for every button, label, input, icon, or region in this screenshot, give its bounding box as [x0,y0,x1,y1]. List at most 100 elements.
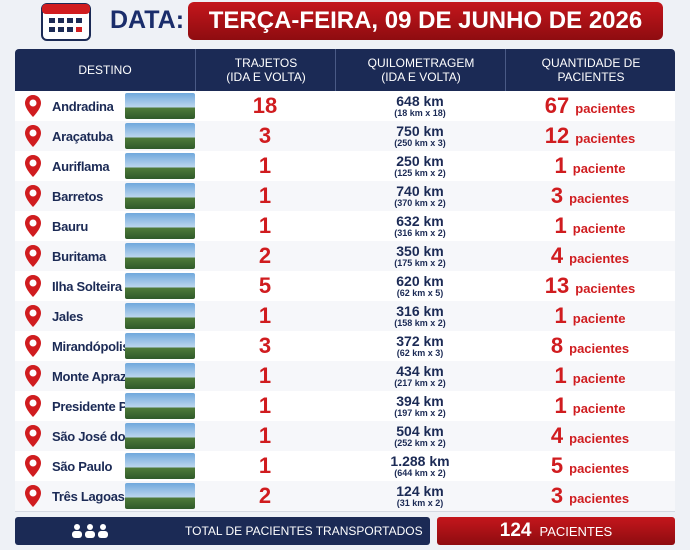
table-row: São Paulo 1 1.288 km (644 km x 2) 5 pacientes [15,451,675,482]
patients: 1 [554,363,567,388]
city-thumbnail [125,183,195,209]
patients-label: pacientes [575,280,636,296]
table-body: Andradina 18 648 km (18 km x 18) 67 pacientes… [0,91,690,516]
patients-cell: 1 paciente [505,211,675,241]
table-row: Monte Aprazível 1 434 km (217 km x 2) 1 pacie… [15,361,675,392]
trips: 5 [258,273,272,298]
km-cell: 648 km (18 km x 18) [335,91,505,121]
patients: 1 [554,153,567,178]
km-detail: (217 km x 2) [394,378,446,388]
km-total: 250 km [396,153,444,169]
trips: 1 [258,153,272,178]
city-thumbnail [125,453,195,479]
destination: Três Lagoas-MS [52,488,148,504]
patients-label: pacientes [569,340,630,356]
pin-icon [23,364,43,388]
destination: Monte Aprazível [52,368,147,384]
destination: Ilha Solteira [52,278,122,294]
pin-icon [23,454,43,478]
pin-icon [23,274,43,298]
table-row: São José do Rio Preto 1 504 km (252 km x 2)… [15,421,675,452]
trips-cell: 1 [195,391,335,421]
pin-icon [23,124,43,148]
total-label: TOTAL DE PACIENTES TRANSPORTADOS [185,524,423,538]
pin-icon [23,484,43,508]
patients-label: pacientes [575,100,636,116]
destination: Barretos [52,188,104,204]
trips: 1 [258,393,272,418]
km-total: 350 km [396,243,444,259]
date-label: DATA: [110,6,185,34]
column-header: QUANTIDADE DE PACIENTES [505,49,676,91]
column-header-line: (IDA E VOLTA) [381,70,461,84]
patients: 1 [554,393,567,418]
patients-cell: 5 pacientes [505,451,675,481]
table-header: DESTINO TRAJETOS (IDA E VOLTA) QUILOMETRAGE… [15,49,675,91]
patients-cell: 13 pacientes [505,271,675,301]
km-detail: (250 km x 3) [394,138,446,148]
patients-cell: 1 paciente [505,361,675,391]
table-row: Andradina 18 648 km (18 km x 18) 67 pacientes [15,91,675,122]
table-row: Bauru 1 632 km (316 km x 2) 1 paciente [15,211,675,242]
trips-cell: 1 [195,301,335,331]
patients-label: pacientes [569,460,630,476]
trips-cell: 5 [195,271,335,301]
destination: Jales [52,308,84,324]
km-total: 504 km [396,423,444,439]
total-label-bar: TOTAL DE PACIENTES TRANSPORTADOS [15,517,430,545]
city-thumbnail [125,363,195,389]
pin-icon [23,244,43,268]
patients-cell: 1 paciente [505,391,675,421]
city-thumbnail [125,423,195,449]
trips: 1 [258,303,272,328]
patients-cell: 4 pacientes [505,241,675,271]
patients-label: pacientes [569,490,630,506]
patients-cell: 8 pacientes [505,331,675,361]
trips: 1 [258,423,272,448]
trips: 1 [258,213,272,238]
destination: Araçatuba [52,128,113,144]
patients: 12 [544,123,570,148]
pin-icon [23,154,43,178]
table-row: Mirandópolis 3 372 km (62 km x 3) 8 pacientes [15,331,675,362]
patients-label: paciente [572,370,626,386]
trips: 2 [258,243,272,268]
trips: 3 [258,123,272,148]
trips: 1 [258,183,272,208]
patients-label: pacientes [569,430,630,446]
total-unit: PACIENTES [539,523,613,539]
patients: 3 [550,183,564,208]
trips-cell: 18 [195,91,335,121]
patients-cell: 3 pacientes [505,481,675,511]
km-cell: 620 km (62 km x 5) [335,271,505,301]
patients-cell: 1 paciente [505,301,675,331]
patients: 4 [550,243,564,268]
pin-icon [23,94,43,118]
destination: Buritama [52,248,106,264]
table-row: Jales 1 316 km (158 km x 2) 1 paciente [15,301,675,332]
patients-cell: 1 paciente [505,151,675,181]
column-header-line: QUANTIDADE DE [541,56,641,70]
patients: 67 [544,93,570,118]
table-row: Araçatuba 3 750 km (250 km x 3) 12 pacientes [15,121,675,152]
km-detail: (18 km x 18) [394,108,446,118]
trips: 3 [258,333,272,358]
km-detail: (175 km x 2) [394,258,446,268]
km-detail: (316 km x 2) [394,228,446,238]
patients: 13 [544,273,570,298]
patients-label: pacientes [575,130,636,146]
date-banner: TERÇA-FEIRA, 09 DE JUNHO DE 2026 [188,2,663,40]
km-cell: 350 km (175 km x 2) [335,241,505,271]
patients-label: paciente [572,220,626,236]
total-value: 124 [499,520,532,541]
km-cell: 250 km (125 km x 2) [335,151,505,181]
km-cell: 1.288 km (644 km x 2) [335,451,505,481]
km-cell: 632 km (316 km x 2) [335,211,505,241]
table-row: Presidente Prudente 1 394 km (197 km x 2) 1 p… [15,391,675,422]
table-row: Auriflama 1 250 km (125 km x 2) 1 paciente [15,151,675,182]
km-total: 124 km [396,483,444,499]
trips-cell: 1 [195,361,335,391]
km-detail: (31 km x 2) [396,498,444,508]
pin-icon [23,424,43,448]
km-total: 620 km [396,273,444,289]
